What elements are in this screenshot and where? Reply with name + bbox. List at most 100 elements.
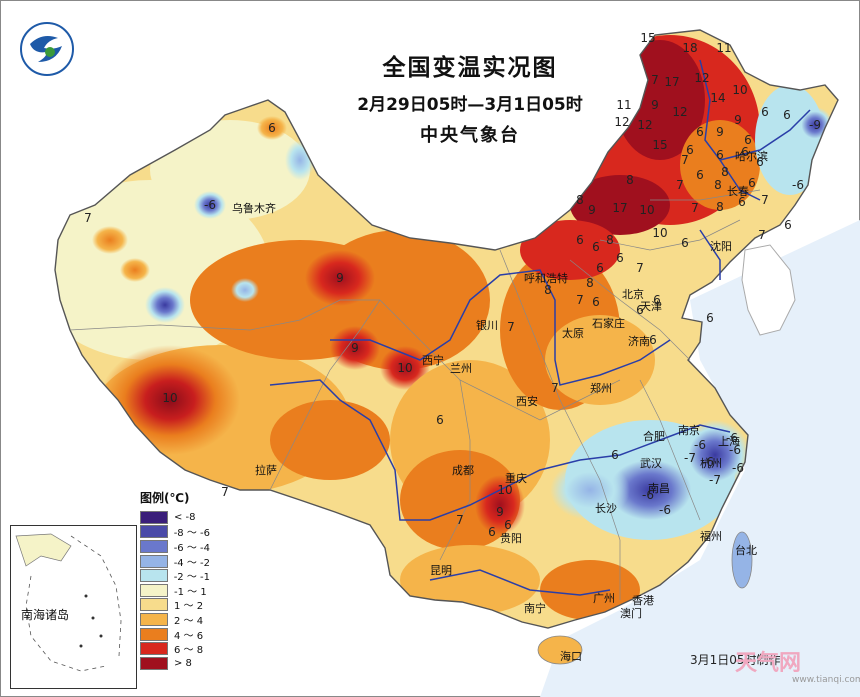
temperature-change-value: 6	[681, 236, 689, 250]
city-label: 拉萨	[255, 464, 277, 477]
city-label: 合肥	[643, 430, 665, 443]
legend: 图例(℃) < -8 -8 ～ -6 -6 ～ -4 -4 ～ -2 -2 ～ -1 -1…	[140, 489, 210, 671]
temperature-change-value: 7	[676, 178, 684, 192]
temperature-change-value: -6	[204, 198, 216, 212]
city-label: 台北	[735, 544, 757, 557]
temperature-change-value: 18	[682, 41, 698, 55]
temperature-change-value: 9	[336, 271, 344, 285]
legend-label: -6 ～ -4	[173, 542, 210, 554]
temperature-change-value: 17	[664, 75, 680, 89]
temperature-change-value: 15	[652, 138, 668, 152]
city-label: 西宁	[422, 354, 444, 367]
city-label: 杭州	[700, 457, 722, 470]
city-label: 北京	[622, 288, 644, 301]
temperature-change-value: 8	[721, 165, 729, 179]
legend-item: -8 ～ -6	[140, 525, 210, 539]
temperature-change-value: 6	[783, 108, 791, 122]
liao-river	[699, 229, 721, 280]
temperature-change-value: 12	[694, 71, 710, 85]
temperature-change-value: 7	[84, 211, 92, 225]
temperature-change-value: 8	[606, 233, 614, 247]
temperature-change-value: 9	[716, 125, 724, 139]
city-label: 沈阳	[710, 240, 732, 253]
temperature-change-value: 6	[696, 168, 704, 182]
city-label: 广州	[593, 592, 615, 605]
time-range: 2月29日05时—3月1日05时	[357, 95, 583, 115]
legend-label: > 8	[174, 657, 192, 669]
legend-label: -4 ～ -2	[173, 557, 210, 569]
temperature-change-value: 6	[649, 333, 657, 347]
legend-label: 2 ～ 4	[174, 615, 204, 627]
city-label: 贵阳	[500, 532, 522, 545]
title-block: 全国变温实况图 2月29日05时—3月1日05时 中央气象台	[270, 48, 670, 147]
temperature-change-value: 6	[653, 293, 661, 307]
legend-rows: < -8 -8 ～ -6 -6 ～ -4 -4 ～ -2 -2 ～ -1 -1 ～ 1 1 …	[140, 510, 210, 671]
inset-label: 南海诸岛	[21, 608, 70, 622]
temperature-change-value: 7	[221, 485, 229, 499]
temperature-change-value: 8	[716, 200, 724, 214]
pearl-river	[429, 569, 611, 596]
temperature-change-value: 11	[716, 41, 732, 55]
temperature-change-value: 7	[456, 513, 464, 527]
city-label: 哈尔滨	[735, 150, 768, 163]
korea-peninsula	[741, 244, 796, 336]
taiwan-island	[731, 531, 753, 589]
temperature-change-value: 12	[614, 115, 630, 129]
temperature-change-value: 12	[672, 105, 688, 119]
temperature-change-value: 6	[741, 145, 749, 159]
legend-item: < -8	[140, 510, 210, 525]
temperature-change-value: 7	[681, 153, 689, 167]
temperature-change-value: 7	[551, 381, 559, 395]
temperature-change-value: -6	[729, 443, 741, 457]
temperature-change-value: -6	[659, 503, 671, 517]
temperature-change-value: 12	[637, 118, 653, 132]
city-label: 太原	[562, 327, 584, 340]
legend-swatch	[140, 612, 168, 626]
city-label: 香港	[632, 594, 654, 607]
temperature-change-value: 6	[696, 125, 704, 139]
temperature-change-value: 6	[596, 261, 604, 275]
temperature-change-value: 9	[734, 113, 742, 127]
temperature-change-value: 7	[651, 73, 659, 87]
legend-swatch	[140, 627, 168, 641]
city-label: 武汉	[640, 457, 662, 470]
legend-swatch	[140, 525, 168, 539]
temperature-change-value: 17	[612, 201, 628, 215]
city-label: 西安	[516, 395, 538, 408]
legend-item: -2 ～ -1	[140, 568, 210, 583]
temperature-change-value: 6	[716, 148, 724, 162]
legend-item: > 8	[140, 656, 210, 671]
temperature-change-value: -6	[732, 461, 744, 475]
temperature-change-value: 7	[507, 320, 515, 334]
legend-label: < -8	[174, 511, 196, 523]
temperature-change-value: 6	[784, 218, 792, 232]
city-label: 上海	[718, 435, 740, 448]
temperature-change-value: -6	[642, 488, 654, 502]
temperature-change-value: 8	[626, 173, 634, 187]
cma-swirl-icon	[20, 22, 74, 76]
temperature-change-value: 6	[706, 311, 714, 325]
city-label: 乌鲁木齐	[232, 202, 276, 215]
temperature-change-value: -6	[702, 455, 714, 469]
temperature-change-value: -6	[792, 178, 804, 192]
yangtze-river	[269, 379, 731, 521]
watermark: 天气网	[735, 651, 802, 676]
temperature-change-value: -6	[694, 438, 706, 452]
temperature-change-value: 6	[592, 240, 600, 254]
temperature-change-value: 14	[710, 91, 726, 105]
temperature-change-value: 10	[732, 83, 748, 97]
legend-item: 1 ～ 2	[140, 598, 210, 612]
legend-label: -2 ～ -1	[173, 572, 210, 584]
temperature-change-value: 6	[748, 176, 756, 190]
city-label: 南京	[678, 424, 700, 437]
legend-label: 4 ～ 6	[174, 630, 204, 642]
city-label: 海口	[560, 650, 582, 663]
city-label: 南昌	[648, 482, 670, 495]
temperature-change-value: 8	[544, 283, 552, 297]
temperature-change-value: 6	[636, 303, 644, 317]
legend-swatch	[140, 642, 168, 656]
temperature-change-value: 6	[744, 133, 752, 147]
legend-item: -1 ～ 1	[140, 583, 210, 598]
temperature-change-value: 6	[504, 518, 512, 532]
